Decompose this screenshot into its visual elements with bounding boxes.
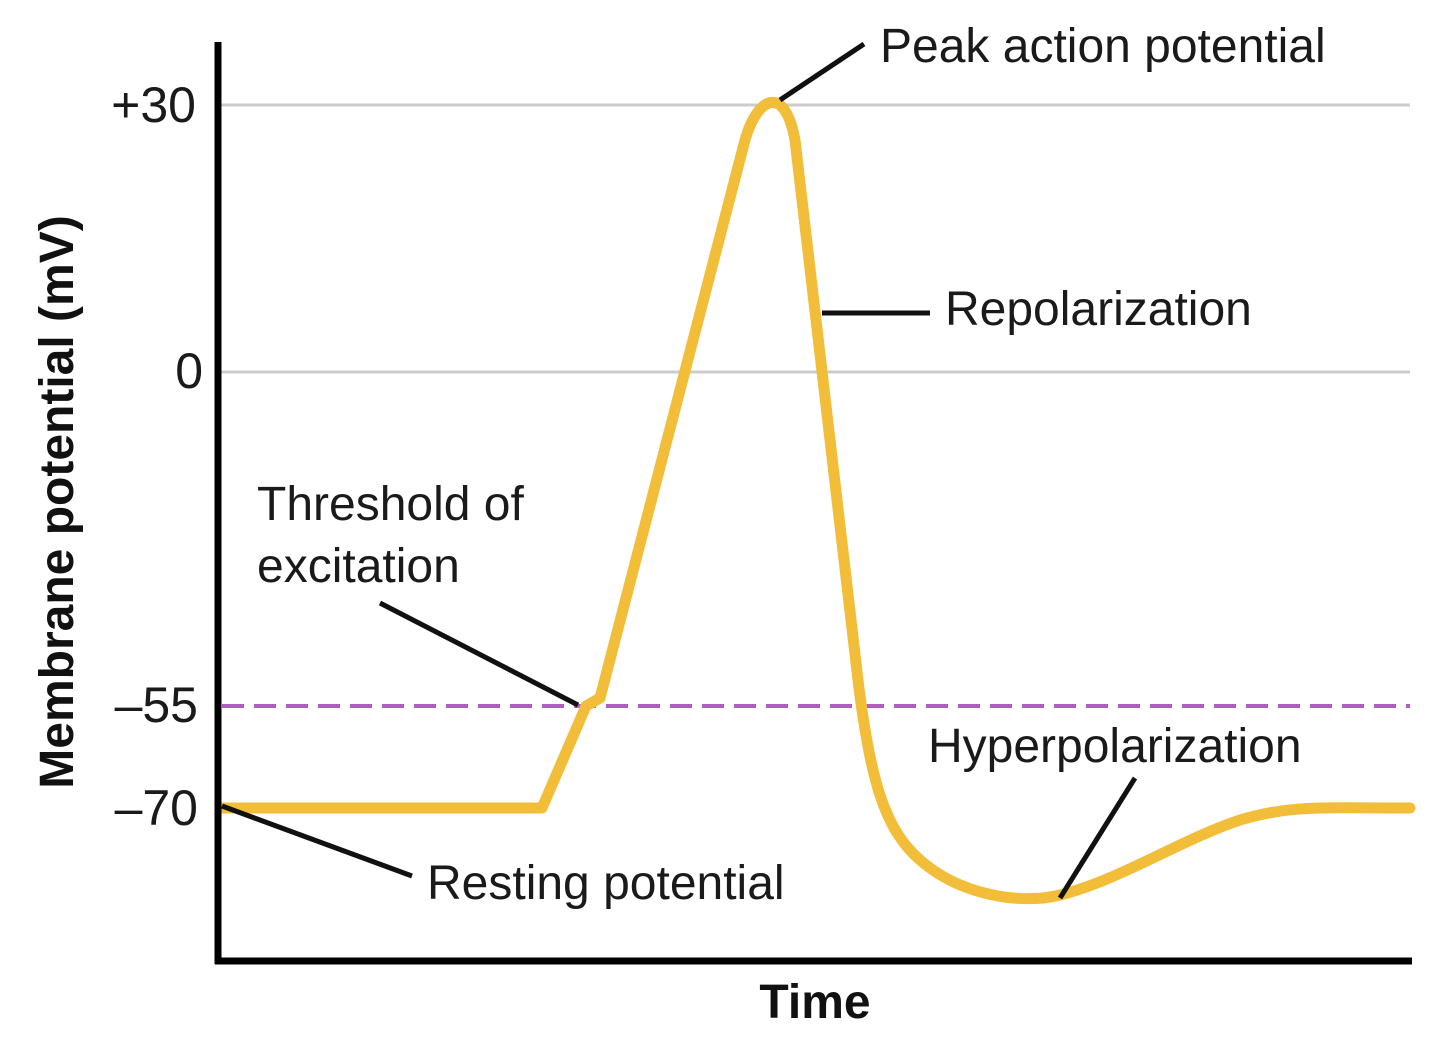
x-axis-title: Time bbox=[759, 976, 870, 1029]
threshold-label-line1: Threshold of bbox=[257, 478, 524, 531]
threshold-label-line2: excitation bbox=[257, 540, 460, 593]
resting-leader-line bbox=[221, 803, 413, 879]
tick-label-plus30: +30 bbox=[111, 77, 196, 133]
repolarization-label: Repolarization bbox=[945, 283, 1252, 336]
resting-label: Resting potential bbox=[427, 857, 785, 910]
action-potential-curve bbox=[214, 97, 1416, 905]
peak-label: Peak action potential bbox=[880, 20, 1326, 73]
tick-label-minus55: –55 bbox=[115, 677, 198, 733]
threshold-leader-line bbox=[378, 600, 580, 708]
tick-label-minus70: –70 bbox=[115, 780, 198, 836]
peak-leader-line bbox=[778, 41, 866, 103]
y-axis-title: Membrane potential (mV) bbox=[31, 215, 84, 788]
tick-label-zero: 0 bbox=[175, 343, 203, 399]
hyperpolarization-leader-line bbox=[1057, 776, 1138, 900]
hyperpolarization-label: Hyperpolarization bbox=[928, 720, 1302, 773]
